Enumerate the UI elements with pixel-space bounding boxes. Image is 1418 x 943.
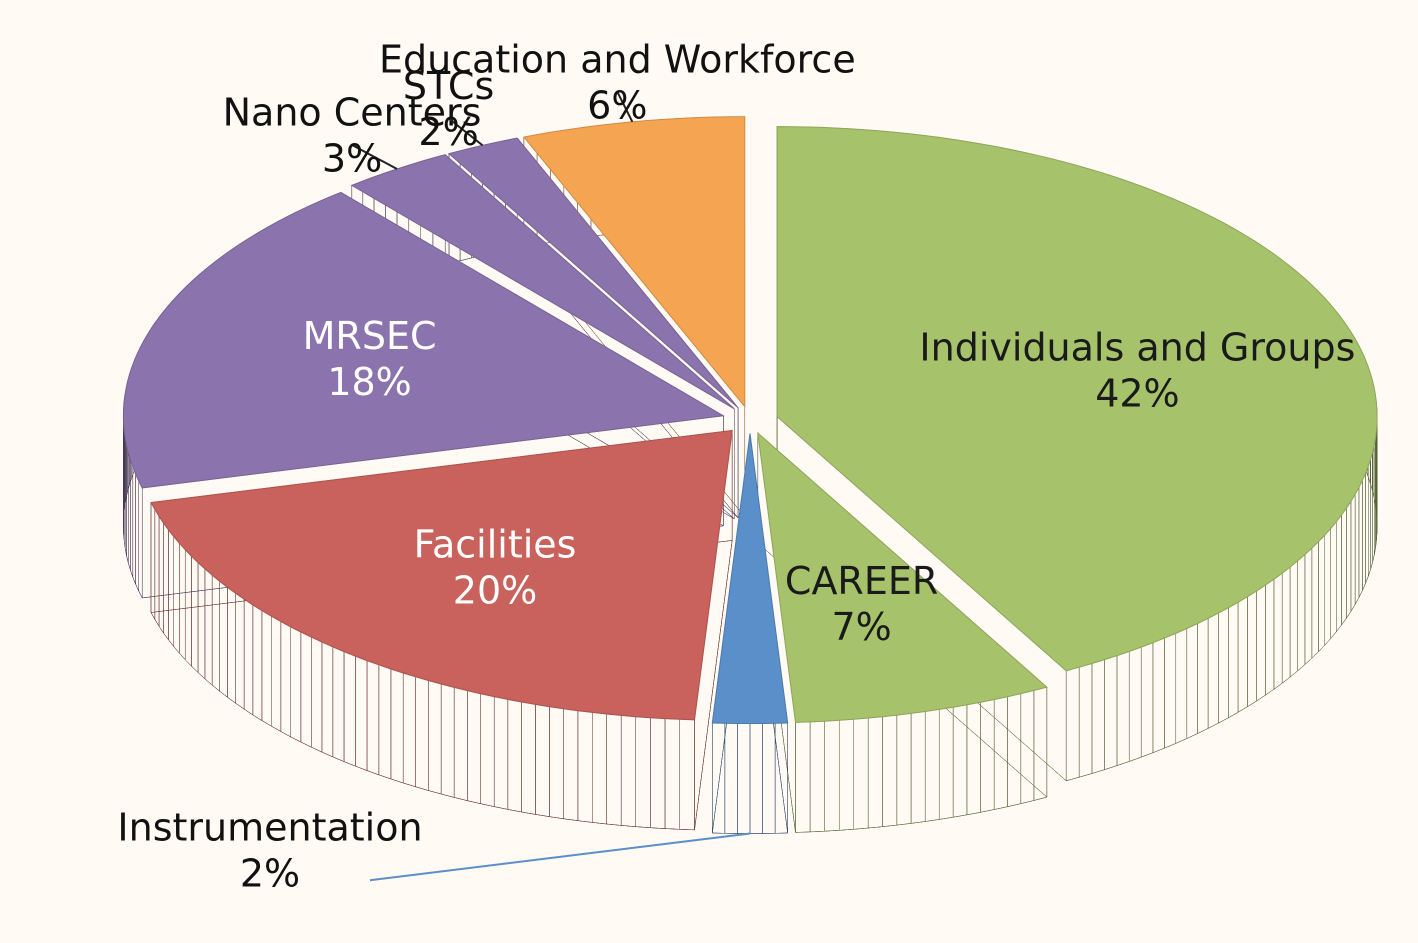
slice-value-label: 42% — [1095, 371, 1179, 415]
slice-value-label: 20% — [453, 568, 537, 612]
slice — [350, 154, 735, 410]
slice-label: Nano Centers — [223, 90, 482, 134]
slice — [122, 191, 725, 489]
slice — [150, 429, 733, 721]
leader-line — [351, 144, 398, 170]
slice-label: Individuals and Groups — [919, 325, 1355, 369]
slice — [447, 137, 739, 409]
slice-value-label: 7% — [831, 605, 891, 649]
leader-line — [447, 117, 484, 147]
slice-label: Instrumentation — [117, 806, 422, 850]
leader-line — [616, 91, 634, 123]
slice-value-label: 18% — [327, 360, 411, 404]
leader-line — [369, 832, 751, 882]
slice-label: STCs — [403, 64, 494, 108]
slice-value-label: 6% — [587, 83, 647, 127]
slice-value-label: 3% — [322, 136, 382, 180]
slice — [711, 433, 789, 724]
slice-label: MRSEC — [303, 314, 437, 358]
slice-value-label: 2% — [418, 110, 478, 154]
slice-label: Facilities — [414, 522, 577, 566]
slice — [776, 126, 1378, 672]
slice — [757, 431, 1048, 723]
slice-value-label: 2% — [240, 852, 300, 896]
slice-label: Education and Workforce — [379, 37, 856, 81]
slice-label: CAREER — [785, 559, 938, 603]
